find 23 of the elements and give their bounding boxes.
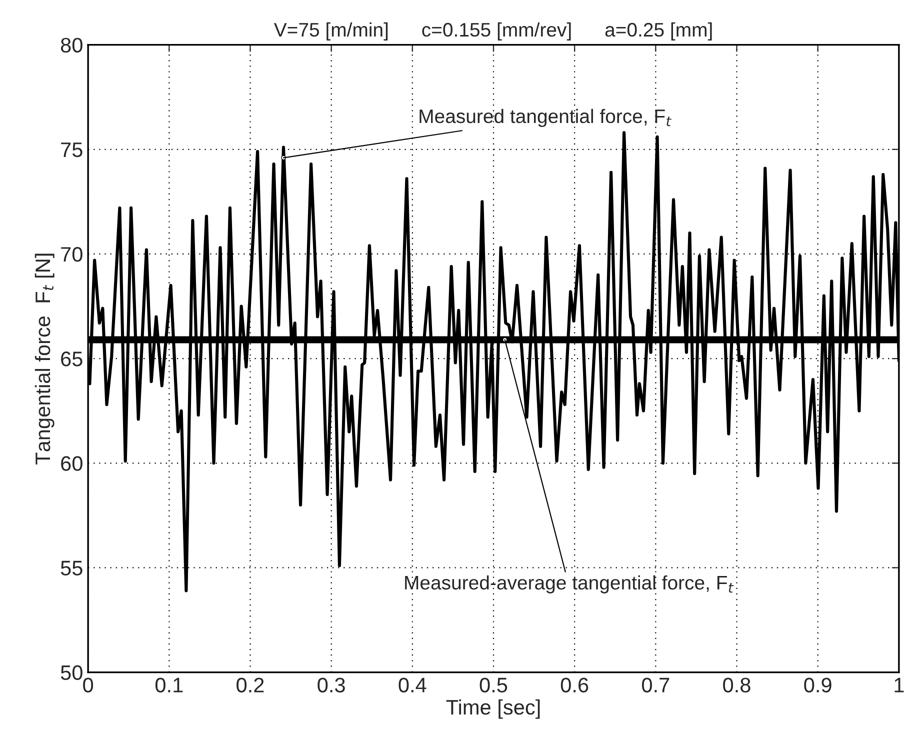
- y-tick-label: 60: [61, 456, 82, 471]
- y-tick-label: 75: [61, 142, 82, 158]
- y-tick-label: 55: [60, 560, 82, 576]
- annotation: Measured tangential force, F$_{t}$: [420, 108, 672, 128]
- x-tick-label: 0.6: [560, 678, 588, 692]
- x-tick-label: 1: [894, 678, 904, 692]
- y-axis-title: Tangential force F$_{t}$ [N]: [34, 254, 54, 464]
- x-tick-label: 0.5: [480, 678, 508, 692]
- y-tick-label: 65: [61, 352, 82, 366]
- y-tick-label: 80: [60, 38, 82, 53]
- x-tick-label: 0.3: [318, 678, 345, 692]
- x-tick-label: 0: [83, 678, 94, 692]
- annotation: Measured-average tangential force, F$_{t}$: [405, 575, 734, 594]
- x-tick-label: 0.7: [642, 678, 670, 692]
- x-tick-label: 0.9: [804, 678, 832, 692]
- chart-title: V=75 [m/min] c=0.155 [mm/rev] a=0.25 [mm]: [274, 22, 712, 41]
- x-tick-label: 0.2: [236, 678, 264, 692]
- y-tick-label: 70: [61, 246, 82, 262]
- x-tick-label: 0.1: [155, 678, 183, 692]
- x-axis-title: Time [sec]: [446, 699, 540, 719]
- x-tick-label: 0.4: [398, 678, 426, 692]
- x-tick-label: 0.8: [723, 678, 750, 692]
- y-tick-label: 50: [60, 665, 82, 680]
